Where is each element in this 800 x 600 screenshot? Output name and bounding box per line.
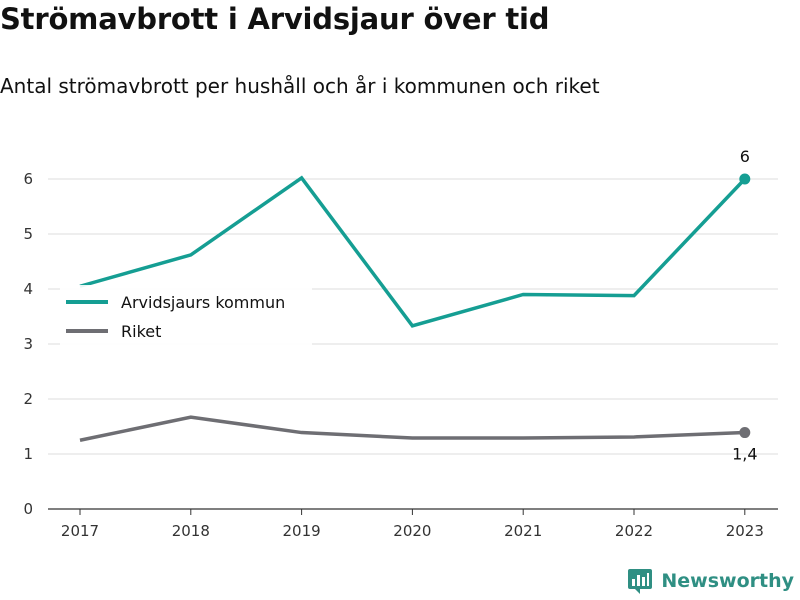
data-label: 1,4 — [732, 445, 757, 464]
x-axis — [48, 508, 778, 515]
legend-label: Riket — [121, 322, 161, 341]
x-tick-label: 2018 — [172, 522, 210, 540]
x-axis-labels: 2017 2018 2019 2020 2021 2022 2023 — [61, 522, 764, 540]
chart-subtitle: Antal strömavbrott per hushåll och år i … — [0, 74, 600, 98]
legend: Arvidsjaurs kommun Riket — [60, 285, 312, 345]
x-tick-label: 2023 — [726, 522, 764, 540]
x-tick-label: 2021 — [504, 522, 542, 540]
data-label: 6 — [740, 147, 750, 166]
legend-label: Arvidsjaurs kommun — [121, 293, 285, 312]
chart-title: Strömavbrott i Arvidsjaur över tid — [0, 2, 550, 36]
brand-logo: Newsworthy — [627, 568, 794, 594]
series-line — [79, 415, 745, 442]
y-tick-label: 6 — [23, 170, 33, 188]
y-tick-label: 2 — [23, 390, 33, 408]
y-axis-labels: 0 1 2 3 4 5 6 — [23, 170, 33, 518]
series-line — [79, 175, 747, 328]
series-end-marker — [739, 427, 751, 439]
y-tick-label: 3 — [23, 335, 33, 353]
y-tick-label: 5 — [23, 225, 33, 243]
y-tick-label: 1 — [23, 445, 33, 463]
newsworthy-logo-icon — [628, 569, 653, 594]
series-end-marker — [739, 173, 751, 185]
series-group: 61,4 — [79, 147, 758, 464]
y-tick-label: 4 — [23, 280, 33, 298]
y-tick-label: 0 — [23, 500, 33, 518]
legend-background — [60, 285, 312, 345]
gridlines — [48, 178, 778, 455]
x-tick-label: 2017 — [61, 522, 99, 540]
x-tick-label: 2019 — [283, 522, 321, 540]
brand-name: Newsworthy — [661, 570, 794, 592]
x-tick-label: 2022 — [615, 522, 653, 540]
x-tick-label: 2020 — [393, 522, 431, 540]
